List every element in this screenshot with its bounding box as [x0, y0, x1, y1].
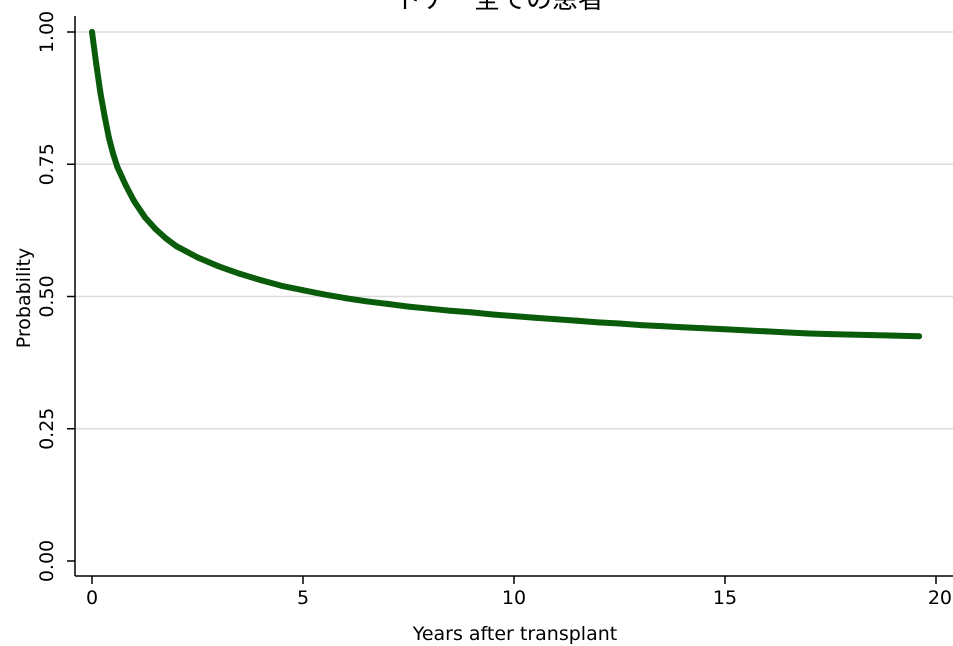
data-point	[131, 198, 138, 205]
data-point	[300, 287, 306, 294]
data-point	[363, 298, 370, 305]
y-tick-label: 0.25	[36, 408, 58, 450]
data-point	[869, 332, 876, 339]
data-point	[489, 311, 496, 318]
data-point	[532, 314, 539, 321]
x-axis-title: Years after transplant	[412, 623, 617, 645]
data-point	[93, 60, 100, 67]
data-point	[722, 326, 728, 333]
y-axis-title: Probability	[13, 248, 35, 348]
data-point	[173, 243, 180, 250]
data-point	[916, 333, 923, 340]
gridlines	[75, 31, 953, 430]
data-point	[574, 317, 581, 324]
data-point	[468, 309, 475, 316]
data-point	[426, 305, 433, 312]
data-point	[637, 322, 644, 329]
data-point	[152, 225, 159, 232]
data-point	[236, 270, 243, 277]
data-point	[447, 307, 454, 314]
x-tick-label: 20	[928, 587, 952, 609]
y-tick-label: 0.75	[36, 143, 58, 185]
data-point	[141, 214, 148, 221]
data-point	[827, 331, 834, 338]
data-point	[658, 323, 665, 330]
data-point	[384, 300, 391, 307]
x-axis-ticks: 0 5 10 15 20	[86, 576, 952, 609]
data-point	[89, 29, 95, 35]
data-point	[848, 331, 855, 338]
data-point	[105, 134, 112, 141]
x-tick-label: 0	[86, 587, 98, 609]
series-layer	[89, 29, 923, 340]
data-point	[679, 324, 686, 331]
data-point	[743, 327, 750, 334]
data-point	[122, 182, 129, 189]
data-point	[616, 320, 623, 327]
data-point	[278, 282, 285, 289]
data-point	[257, 277, 264, 284]
data-point	[97, 89, 104, 96]
data-point	[806, 330, 813, 337]
data-point	[890, 332, 897, 339]
data-point	[110, 150, 117, 157]
data-point	[405, 303, 412, 310]
data-point	[511, 313, 517, 320]
chart-title: ドナー全ての患者	[396, 0, 604, 15]
data-point	[162, 235, 169, 242]
data-point	[785, 329, 792, 336]
y-tick-label: 0.00	[36, 540, 58, 582]
y-tick-label: 1.00	[36, 11, 58, 53]
x-tick-label: 5	[297, 587, 309, 609]
data-point	[101, 113, 108, 120]
data-point	[342, 295, 349, 302]
data-point	[114, 163, 121, 170]
y-tick-label: 0.50	[36, 275, 58, 317]
data-point	[194, 254, 201, 261]
data-point	[595, 319, 602, 326]
x-tick-label: 10	[502, 587, 526, 609]
data-point	[764, 328, 771, 335]
data-point	[215, 263, 222, 270]
data-point	[553, 316, 560, 323]
survival-curve	[89, 29, 923, 340]
x-tick-label: 15	[713, 587, 737, 609]
data-point	[321, 291, 328, 298]
y-axis-ticks: 0.00 0.25 0.50 0.75 1.00	[36, 11, 75, 582]
data-point	[700, 325, 707, 332]
